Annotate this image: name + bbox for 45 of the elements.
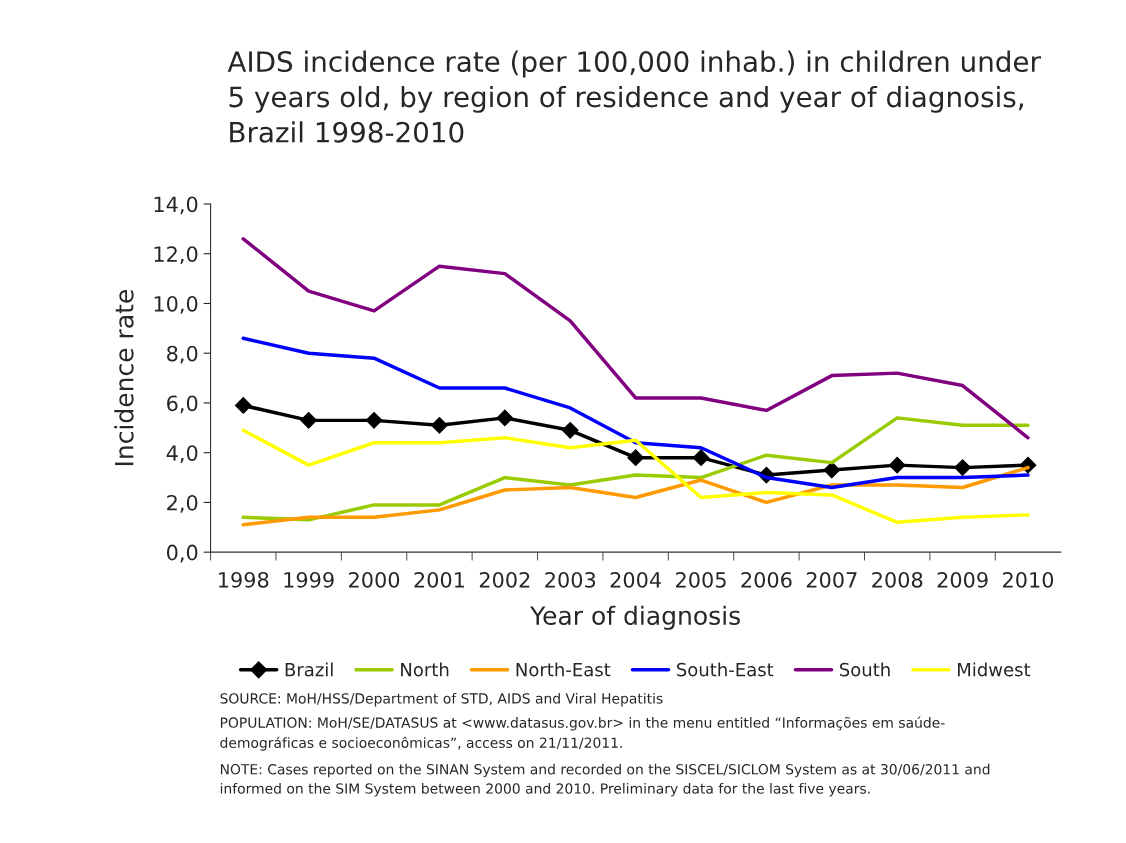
x-tick-label: 1998 — [219, 571, 269, 588]
line-series — [241, 237, 1030, 440]
y-tick-label: 6,0 — [167, 395, 198, 414]
point — [496, 409, 514, 427]
x-axis-title: Year of diagnosis — [530, 605, 740, 630]
point — [431, 416, 448, 434]
y-tick-label: 14,0 — [154, 196, 198, 215]
y-tick-label: 8,0 — [167, 345, 198, 364]
point — [888, 456, 906, 474]
x-tick-label: 2007 — [806, 571, 857, 588]
point — [561, 421, 579, 439]
y-axis-title: Incidence rate — [114, 289, 134, 466]
x-tick-label: 2005 — [676, 571, 726, 588]
y-tick-label: 2,0 — [167, 494, 198, 513]
x-tick-label: 2003 — [545, 571, 596, 588]
x-tick-label: 2004 — [610, 571, 661, 588]
point — [692, 449, 710, 467]
x-tick-label: 2006 — [741, 571, 792, 588]
x-tick-label: 2009 — [937, 571, 988, 588]
legend-label: South — [839, 662, 890, 677]
x-tick-label: 2008 — [872, 571, 923, 588]
x-tick-label: 1999 — [284, 571, 334, 588]
legend-label: South-East — [676, 662, 774, 677]
text: NOTE: Cases reported on the SINAN System and recorded on the SISCEL/SICLOM System as at 30/06/2011 and informed on the SIM System between 2000 and 2010. Preliminary data for the last five years. — [220, 763, 990, 797]
y-tick-label: 10,0 — [154, 295, 198, 314]
x-tick-label: 2010 — [1003, 571, 1054, 588]
y-tick-label: 4,0 — [166, 445, 198, 464]
legend-label: North-East — [516, 662, 611, 677]
point — [823, 461, 841, 479]
x-tick-label: 2002 — [479, 571, 530, 588]
legend-label: Brazil — [285, 662, 333, 677]
point — [234, 397, 252, 414]
text: POPULATION: MoH/SE/DATASUS at <www.datasus.gov.br> in the menu entitled “Informações em saúde- demográficas e socioeconômicas”, access on 21/11/2011. — [220, 716, 945, 751]
point — [365, 411, 383, 429]
legend-label: Midwest — [957, 662, 1031, 677]
point — [300, 411, 318, 429]
y-tick-label: 12,0 — [154, 246, 198, 265]
chart-title: AIDS incidence rate (per 100,000 inhab.) in children under 5 years old, by region of residence and year of diagnosis, Brazil 1998-2010 — [227, 50, 1041, 143]
point — [954, 459, 971, 476]
point — [627, 449, 644, 467]
legend-label: North — [401, 662, 449, 677]
source-note: SOURCE: MoH/HSS/Department of STD, AIDS and Viral Hepatitis — [220, 692, 663, 707]
x-tick-label: 2001 — [414, 571, 465, 588]
y-tick-label: 0,0 — [167, 544, 198, 563]
x-tick-label: 2000 — [349, 571, 400, 588]
